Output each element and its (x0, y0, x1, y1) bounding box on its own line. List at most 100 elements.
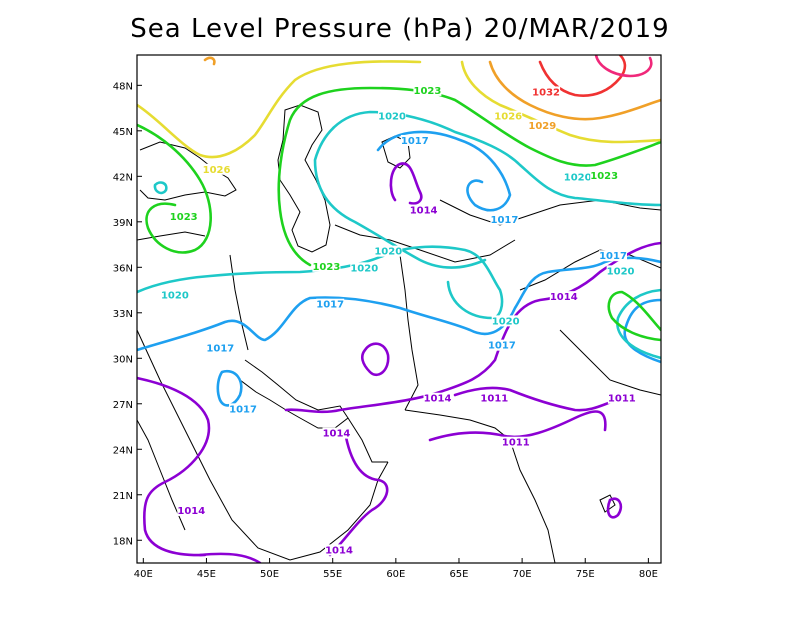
contour-label-1017: 1017 (491, 215, 519, 226)
contour-label-bg (606, 265, 635, 277)
contour-label-bg (607, 392, 636, 404)
contour-label-1014: 1014 (325, 545, 353, 556)
isobar-1011-south (428, 410, 607, 442)
contour-label-bg (325, 544, 354, 556)
contour-label-bg (423, 392, 452, 404)
isobar-1020-north (313, 110, 661, 269)
x-tick-label: 40E (134, 569, 153, 580)
contour-label-1011: 1011 (480, 394, 508, 405)
isobar-1014-centre (389, 162, 423, 205)
contour-label-bg (206, 342, 235, 354)
contour-label-1014: 1014 (424, 394, 452, 405)
y-tick-label: 45N (113, 127, 133, 138)
contour-labels: 1023102010171014101710261029103210201023… (160, 84, 636, 556)
isobar-1014-arabia (328, 430, 389, 557)
contour-label-bg (202, 163, 231, 175)
isobar-1023-west (137, 123, 212, 254)
contour-label-bg (480, 392, 509, 404)
contour-label-1017: 1017 (206, 344, 234, 355)
contour-label-1032: 1032 (532, 87, 560, 98)
contour-label-1023: 1023 (312, 262, 340, 273)
contour-label-bg (599, 250, 628, 262)
contour-label-1017: 1017 (229, 404, 257, 415)
contour-label-1014: 1014 (323, 429, 351, 440)
y-tick-label: 48N (113, 81, 133, 92)
plot-frame (136, 54, 662, 564)
contour-label-1017: 1017 (316, 300, 344, 311)
contour-label-bg (491, 315, 520, 327)
isobars (137, 55, 661, 563)
contour-label-1011: 1011 (608, 394, 636, 405)
contour-label-bg (487, 339, 516, 351)
contour-label-1020: 1020 (378, 112, 406, 123)
x-tick-label: 80E (639, 569, 658, 580)
y-tick-label: 33N (113, 309, 133, 320)
contour-label-1020: 1020 (161, 291, 189, 302)
x-tick-label: 55E (323, 569, 342, 580)
contour-label-bg (590, 169, 619, 181)
contour-label-1020: 1020 (492, 316, 520, 327)
contour-label-bg (400, 134, 429, 146)
x-axis: 40E 45E 50E 55E 60E 65E 70E 75E 80E (134, 558, 658, 580)
contour-label-1026: 1026 (494, 112, 522, 123)
contour-label-bg (374, 245, 403, 257)
y-tick-label: 39N (113, 218, 133, 229)
contour-label-1014: 1014 (177, 506, 205, 517)
isobar-1026-west (137, 60, 422, 159)
isobar-1014-east (284, 241, 661, 414)
isobar-1017-south (137, 256, 661, 352)
y-tick-label: 18N (113, 536, 133, 547)
contour-label-bg (160, 289, 189, 301)
y-axis: 48N 45N 42N 39N 36N 33N 30N 27N 24N 21N 18N (113, 81, 142, 547)
contour-label-bg (549, 291, 578, 303)
contour-label-bg (322, 427, 351, 439)
contour-label-1014: 1014 (550, 292, 578, 303)
isobar-1029 (488, 60, 661, 121)
contour-label-1020: 1020 (350, 263, 378, 274)
isobar-1026-ne (460, 60, 661, 144)
x-tick-label: 70E (513, 569, 532, 580)
y-tick-label: 36N (113, 263, 133, 274)
contour-label-1020: 1020 (374, 247, 402, 258)
contour-label-bg (350, 262, 379, 274)
contour-label-bg (563, 171, 592, 183)
contour-label-bg (409, 204, 438, 216)
contour-label-bg (413, 84, 442, 96)
x-tick-label: 75E (576, 569, 595, 580)
y-tick-label: 27N (113, 400, 133, 411)
contour-label-1020: 1020 (607, 266, 635, 277)
isobar-1023-ne (607, 290, 661, 342)
isobar-1017-centre (376, 130, 512, 212)
isobar-1014-west (137, 376, 211, 557)
contour-label-1020: 1020 (564, 172, 592, 183)
contour-label-1023: 1023 (170, 212, 198, 223)
contour-label-1014: 1014 (410, 206, 438, 217)
isobar-1014-cell (360, 342, 390, 377)
contour-label-bg (501, 436, 530, 448)
isobar-1020-small (153, 181, 168, 195)
contour-label-bg (494, 110, 523, 122)
x-tick-label: 65E (449, 569, 468, 580)
contour-label-1023: 1023 (590, 171, 618, 182)
isobar-1017-iraq (216, 369, 243, 407)
contour-label-bg (528, 119, 557, 131)
isobar-1032 (538, 55, 627, 97)
contour-label-bg (229, 403, 258, 415)
y-tick-label: 30N (113, 354, 133, 365)
isobar-1011-north (453, 386, 622, 412)
y-tick-label: 21N (113, 491, 133, 502)
x-tick-label: 45E (197, 569, 216, 580)
contour-label-bg (169, 210, 198, 222)
contour-label-1017: 1017 (488, 341, 516, 352)
isobar-1014-south (198, 552, 262, 563)
contour-label-1029: 1029 (528, 121, 556, 132)
contour-label-1026: 1026 (203, 165, 231, 176)
y-tick-label: 24N (113, 445, 133, 456)
contour-label-bg (378, 110, 407, 122)
contour-label-bg (532, 86, 561, 98)
isobar-1020-ne (616, 288, 661, 360)
map-title: Sea Level Pressure (hPa) 20/MAR/2019 (130, 14, 670, 44)
x-tick-label: 60E (386, 569, 405, 580)
isobar-1035 (594, 55, 653, 78)
